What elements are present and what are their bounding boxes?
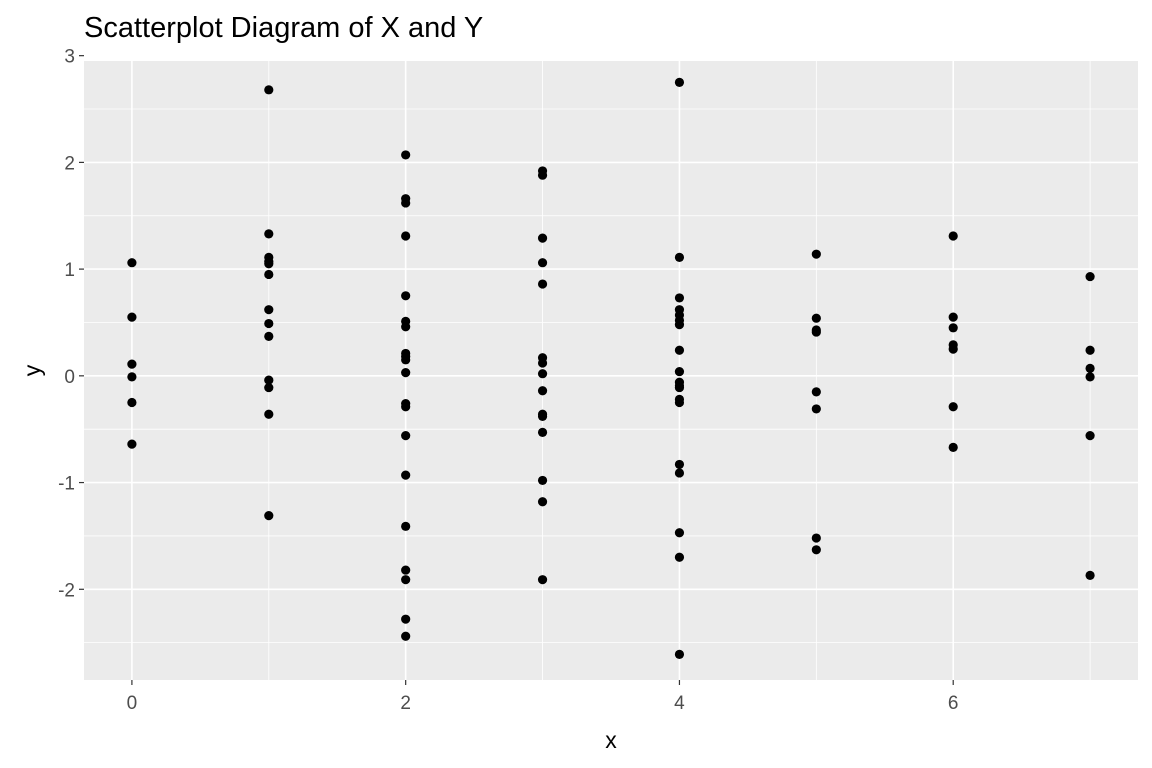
data-point [401,431,411,441]
data-point [264,85,274,95]
data-point [401,470,411,480]
data-point [811,533,821,543]
x-tick-label: 6 [948,693,959,714]
data-point [537,497,548,507]
data-point [1085,570,1095,581]
data-point [1085,363,1095,373]
data-point [948,312,958,322]
data-point [127,359,137,369]
data-point [264,259,274,269]
data-point [537,386,548,396]
data-point [537,411,548,421]
data-point [401,150,411,160]
data-point [948,442,958,452]
data-points [127,77,1095,659]
data-point [264,229,274,239]
data-point [674,77,685,87]
y-tick-label: -1 [58,474,75,495]
data-point [948,344,958,354]
data-point [811,545,821,555]
data-point [674,252,685,262]
y-axis-title: y [19,364,45,376]
data-point [401,231,411,241]
data-point [537,427,548,437]
data-point [401,355,411,365]
data-point [1085,372,1095,382]
data-point [537,258,548,268]
data-point [264,331,274,341]
data-point [1085,345,1095,355]
data-point [674,528,685,538]
data-point [401,631,411,641]
data-point [401,565,411,575]
data-point [401,368,411,378]
data-point [674,345,685,355]
y-tick-label: -2 [58,580,75,601]
data-point [674,552,685,562]
data-point [537,369,548,379]
data-point [537,358,548,368]
chart-title: Scatterplot Diagram of X and Y [84,12,484,44]
data-point [264,382,274,393]
data-point [127,372,137,382]
data-point [948,402,958,412]
data-point [264,409,274,419]
x-tick-label: 0 [127,693,138,714]
y-tick-label: 3 [64,47,75,68]
data-point [811,404,821,414]
data-point [401,322,411,332]
data-point [401,521,411,531]
y-tick-label: 2 [64,153,75,174]
data-point [674,397,685,408]
data-point [674,320,685,330]
data-point [948,231,958,241]
data-point [401,198,411,208]
data-point [401,291,411,301]
x-axis-title: x [605,727,617,753]
data-point [674,649,685,659]
data-point [537,475,548,486]
data-point [401,402,411,412]
data-point [674,382,685,393]
data-point [674,459,685,470]
data-point [127,312,137,322]
x-tick-label: 2 [400,693,411,714]
data-point [1085,431,1095,441]
data-point [948,323,958,333]
data-point [811,249,821,259]
data-point [264,318,274,329]
major-gridlines [84,54,1138,680]
x-axis: 0 2 4 6 [127,680,959,714]
data-point [674,293,685,303]
data-point [811,387,821,397]
data-point [811,313,821,323]
data-point [674,468,685,478]
data-point [674,366,685,377]
data-point [264,375,274,385]
data-point [264,511,274,521]
data-point [537,233,548,243]
data-point [127,397,137,408]
data-point [537,170,548,180]
data-point [537,575,548,585]
y-axis: -2 -1 0 1 2 3 [58,47,84,601]
data-point [127,258,137,268]
data-point [264,269,274,280]
y-tick-label: 0 [64,367,75,388]
plot-panel [84,61,1138,680]
data-point [264,305,274,315]
data-point [811,327,821,337]
data-point [537,279,548,289]
y-tick-label: 1 [64,260,75,281]
data-point [1085,271,1095,282]
data-point [401,575,411,585]
x-tick-label: 4 [674,693,685,714]
data-point [401,614,411,624]
data-point [127,439,137,449]
